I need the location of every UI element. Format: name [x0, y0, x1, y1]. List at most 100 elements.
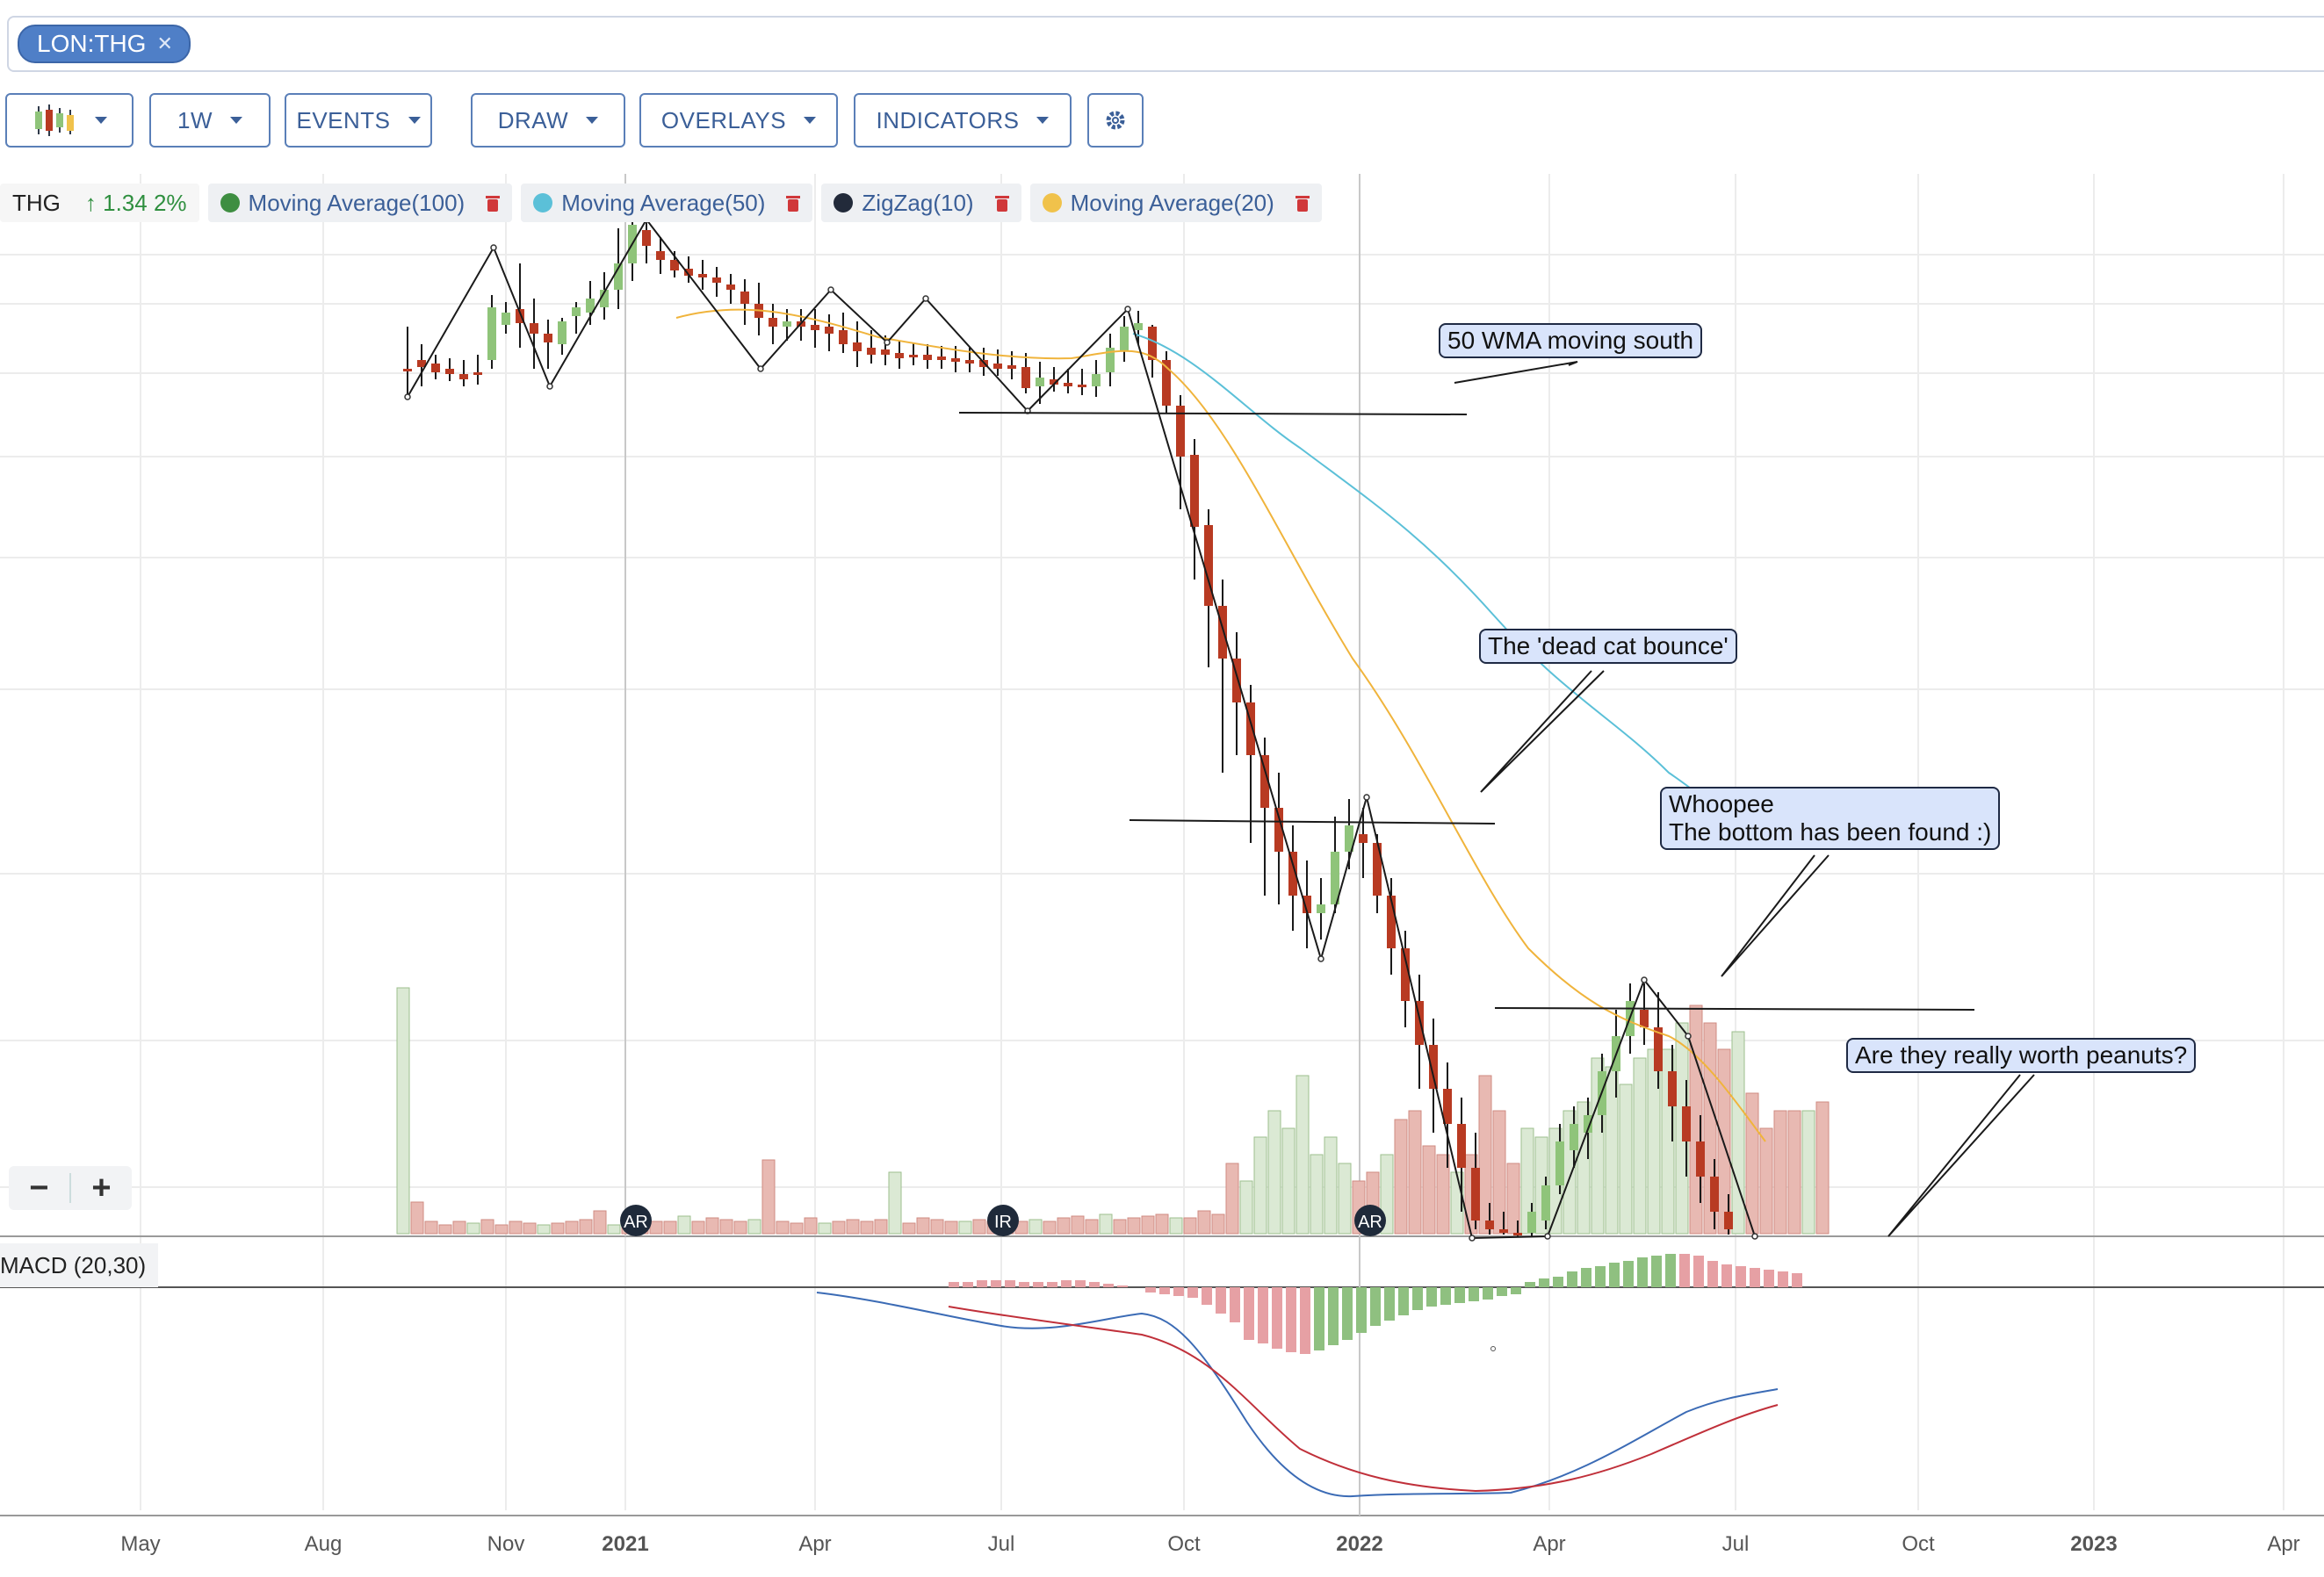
- candle-up: [558, 321, 567, 344]
- candle-down: [923, 355, 932, 360]
- candle-up: [783, 321, 791, 327]
- chart-area[interactable]: May Aug Nov 2021 Apr Jul Oct 2022 Apr Jul Oct 2023 A…: [0, 174, 2324, 1577]
- candle-down: [1710, 1177, 1719, 1212]
- trash-icon[interactable]: [486, 194, 501, 212]
- event-marker: [620, 1205, 652, 1236]
- zigzag-vertex: [757, 365, 764, 372]
- macd-histogram-bar: [1202, 1287, 1212, 1305]
- x-axis-label: Apr: [2267, 1532, 2299, 1556]
- x-axis-label: Oct: [1902, 1532, 1935, 1556]
- events-label: EVENTS: [296, 106, 391, 133]
- events-button[interactable]: EVENTS: [285, 93, 432, 148]
- annotation-peanuts[interactable]: Are they really worth peanuts?: [1846, 1038, 2197, 1073]
- candle-up: [1570, 1124, 1578, 1150]
- candle-down: [670, 260, 679, 270]
- volume-bar: [1801, 1110, 1815, 1235]
- draw-button[interactable]: DRAW: [471, 93, 625, 148]
- candle-down: [1387, 896, 1396, 948]
- macd-histogram-bar: [1244, 1287, 1254, 1340]
- price-change: ↑ 1.34 2%: [84, 189, 187, 216]
- macd-histogram-bar: [1736, 1266, 1746, 1287]
- volume-bar: [874, 1219, 888, 1235]
- candle-down: [642, 230, 651, 246]
- macd-histogram-bar: [949, 1282, 959, 1287]
- macd-histogram-bar: [1609, 1263, 1620, 1287]
- candle-down: [1429, 1045, 1438, 1089]
- legend-ma20[interactable]: Moving Average(20): [1029, 184, 1322, 222]
- macd-histogram-bar: [1454, 1287, 1465, 1303]
- candle-up: [1092, 374, 1101, 386]
- legend-ma100[interactable]: Moving Average(100): [207, 184, 513, 222]
- macd-label: MACD (20,30): [0, 1243, 159, 1287]
- symbol-label: LON:THG: [37, 30, 147, 57]
- candle-down: [1176, 406, 1185, 457]
- candle-down: [1471, 1168, 1480, 1221]
- volume-bar: [396, 987, 410, 1235]
- candle-up: [1120, 327, 1129, 351]
- candle-up: [502, 313, 510, 325]
- macd-histogram-bar: [1792, 1273, 1802, 1287]
- event-marker-label: AR: [1358, 1213, 1382, 1232]
- macd-histogram-bar: [1356, 1287, 1367, 1333]
- symbol-search-field[interactable]: LON:THG ✕: [7, 16, 2324, 72]
- volume-bar: [1253, 1136, 1267, 1235]
- annotation-dead-cat[interactable]: The 'dead cat bounce': [1479, 629, 1737, 664]
- trash-icon[interactable]: [1295, 194, 1310, 212]
- close-icon[interactable]: ✕: [156, 32, 173, 54]
- volume-bar: [410, 1201, 424, 1235]
- macd-histogram-bar: [977, 1280, 987, 1287]
- zigzag-vertex: [1317, 955, 1324, 962]
- x-axis-label: Apr: [798, 1532, 831, 1556]
- volume-bar: [663, 1221, 677, 1235]
- interval-button[interactable]: 1W: [149, 93, 271, 148]
- macd-histogram-bar: [1525, 1282, 1535, 1287]
- legend-zigzag[interactable]: ZigZag(10): [821, 184, 1021, 222]
- chart-type-button[interactable]: [5, 93, 134, 148]
- volume-bar: [452, 1221, 466, 1235]
- volume-bar: [1127, 1217, 1141, 1235]
- macd-histogram-bar: [1750, 1268, 1760, 1287]
- x-axis-label: Jul: [1722, 1532, 1750, 1556]
- candle-down: [1274, 808, 1283, 852]
- volume-bar: [565, 1221, 579, 1235]
- symbol-chip[interactable]: LON:THG ✕: [18, 25, 191, 63]
- x-axis-label: Aug: [305, 1532, 343, 1556]
- volume-bar: [1225, 1163, 1239, 1235]
- volume-bar: [1211, 1213, 1225, 1235]
- volume-bar: [916, 1217, 930, 1235]
- candle-up: [1331, 852, 1339, 904]
- zigzag-vertex: [1544, 1233, 1551, 1240]
- macd-signal-line: [948, 1306, 1779, 1493]
- x-axis-label: Oct: [1167, 1532, 1201, 1556]
- candle-up: [1317, 904, 1325, 913]
- candle-down: [1246, 702, 1255, 755]
- trash-icon[interactable]: [786, 194, 801, 212]
- macd-histogram-bar: [1412, 1287, 1423, 1310]
- trash-icon[interactable]: [994, 194, 1009, 212]
- settings-button[interactable]: [1087, 93, 1144, 148]
- candle-down: [1050, 379, 1058, 385]
- indicators-button[interactable]: INDICATORS: [854, 93, 1072, 148]
- candle-down: [867, 348, 876, 355]
- candle-up: [614, 263, 623, 290]
- zoom-in-button[interactable]: +: [91, 1169, 112, 1206]
- macd-histogram-bar: [1145, 1287, 1156, 1293]
- trend-lines: [958, 361, 2035, 1237]
- annotation-wma[interactable]: 50 WMA moving south: [1439, 323, 1703, 358]
- macd-histogram-bar: [1159, 1287, 1170, 1294]
- price-chart[interactable]: May Aug Nov 2021 Apr Jul Oct 2022 Apr Jul Oct 2023 A…: [0, 174, 2324, 1577]
- legend-ma50[interactable]: Moving Average(50): [521, 184, 813, 222]
- volume-bar: [1787, 1110, 1801, 1235]
- trendline-middle: [1129, 819, 1496, 825]
- volume-bar: [1324, 1136, 1338, 1235]
- candle-down: [740, 292, 749, 304]
- volume-bar: [818, 1222, 832, 1235]
- annotation-whoopee[interactable]: Whoopee The bottom has been found :): [1660, 787, 2001, 850]
- candle-down: [937, 356, 946, 360]
- macd-histogram-bar: [1693, 1256, 1704, 1287]
- moving-averages: [675, 308, 1766, 1142]
- candle-down: [1064, 383, 1072, 386]
- candle-up: [1036, 378, 1044, 386]
- overlays-button[interactable]: OVERLAYS: [639, 93, 838, 148]
- zoom-out-button[interactable]: −: [29, 1169, 49, 1206]
